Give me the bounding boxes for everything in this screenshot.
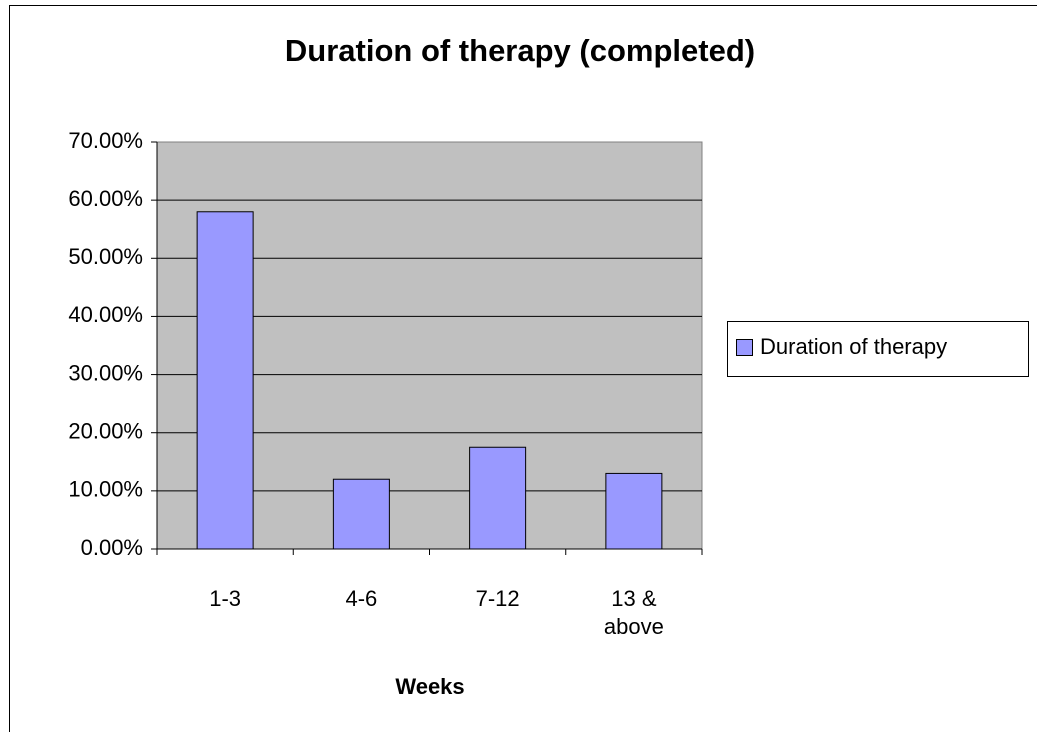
y-tick-label: 30.00% [68, 360, 143, 385]
legend-label: Duration of therapy [760, 334, 947, 359]
y-tick-label: 50.00% [68, 244, 143, 269]
y-tick-label: 0.00% [81, 535, 143, 560]
bar [469, 446, 527, 550]
x-tick-label: 7-12 [475, 586, 520, 611]
y-tick-label: 20.00% [68, 419, 143, 444]
x-tick-label: 1-3 [209, 586, 242, 611]
bar [196, 211, 254, 550]
chart-title: Duration of therapy (completed) [285, 33, 755, 68]
y-tick-label: 70.00% [68, 128, 143, 153]
y-tick-label: 10.00% [68, 477, 143, 502]
legend-box [727, 321, 1029, 377]
x-axis-label: Weeks [395, 674, 464, 699]
bar [332, 478, 390, 550]
x-tick-label: 13 & above [603, 586, 664, 639]
x-tick-label: 4-6 [345, 586, 378, 611]
bar [605, 472, 663, 550]
y-tick-label: 60.00% [68, 186, 143, 211]
legend-swatch [736, 339, 753, 356]
y-tick-label: 40.00% [68, 302, 143, 327]
